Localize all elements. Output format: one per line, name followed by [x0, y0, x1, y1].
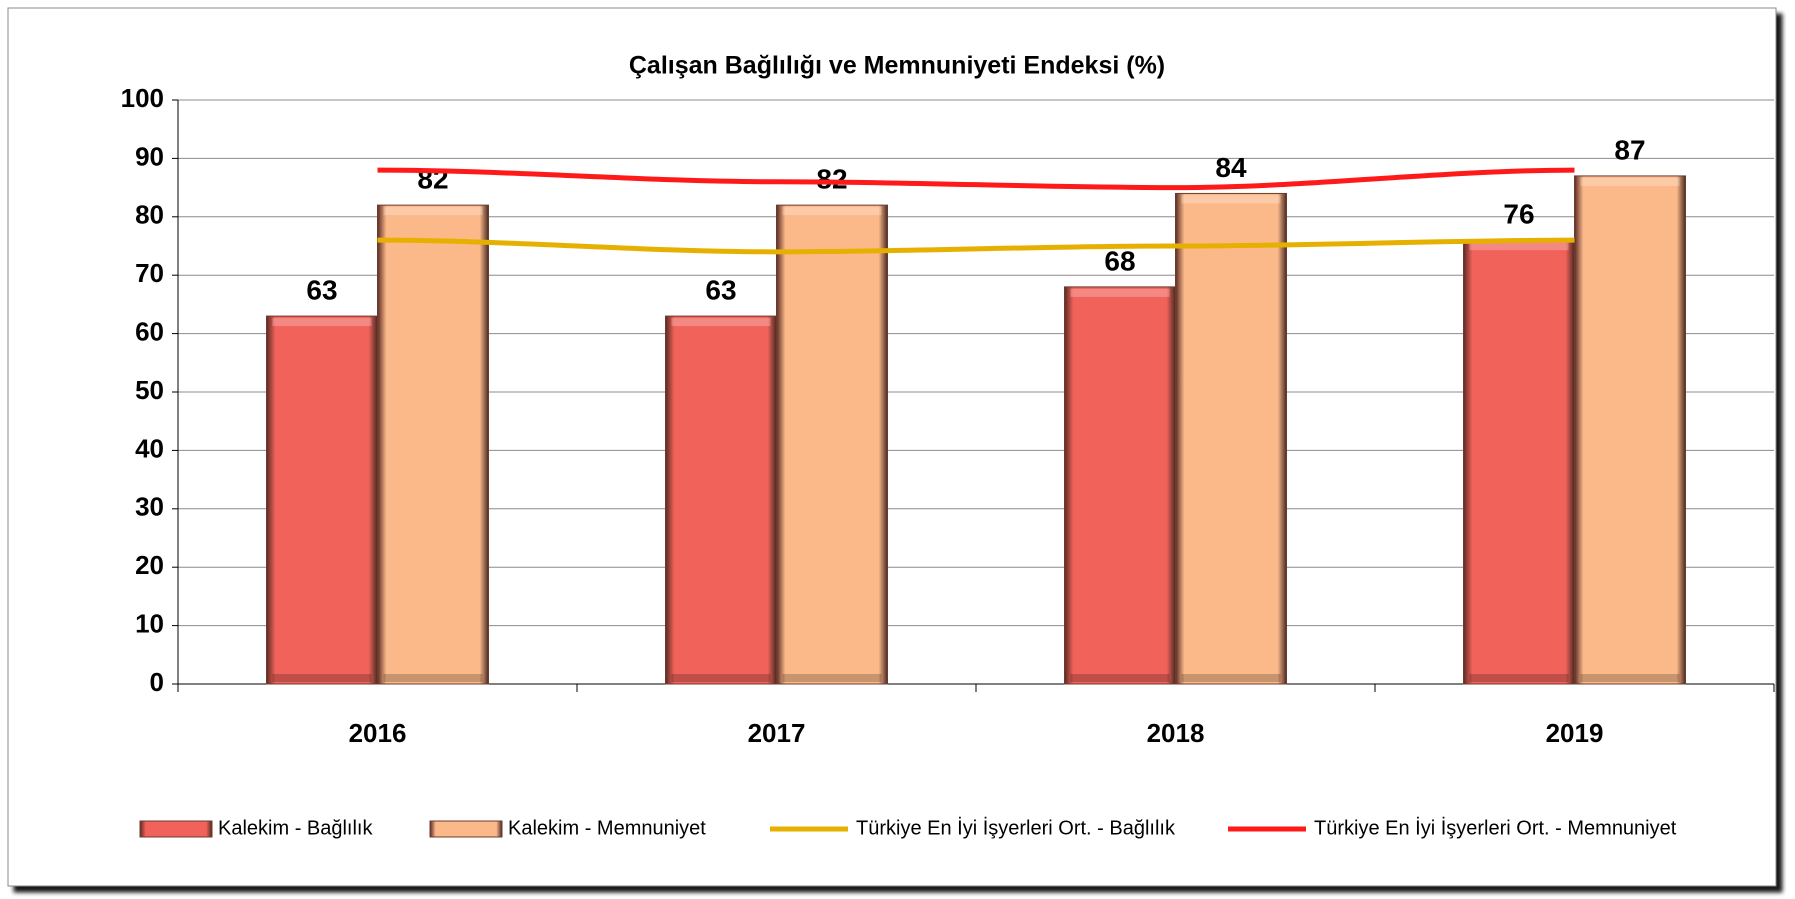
legend-swatch [429, 820, 503, 838]
legend-swatch [139, 820, 213, 838]
bar [266, 315, 378, 685]
data-label: 84 [1215, 152, 1247, 183]
data-label: 87 [1614, 134, 1645, 165]
x-tick-label: 2018 [1147, 718, 1205, 748]
bar-bevel [272, 318, 372, 327]
legend-label: Türkiye En İyi İşyerleri Ort. - Memnuniy… [1314, 816, 1677, 839]
bar [665, 315, 777, 685]
bar [1175, 192, 1287, 685]
y-tick-label: 70 [135, 258, 164, 288]
bar-bevel [782, 207, 882, 216]
bar-bevel [272, 674, 372, 682]
y-tick-label: 0 [150, 667, 164, 697]
bar-bevel [1580, 674, 1680, 682]
y-tick-label: 90 [135, 141, 164, 171]
bar-bevel [383, 674, 483, 682]
y-tick-label: 80 [135, 200, 164, 230]
bar-bevel [383, 207, 483, 216]
bar [1064, 286, 1176, 685]
y-tick-label: 10 [135, 608, 164, 638]
bar [1463, 239, 1575, 685]
bar [776, 204, 888, 685]
bar-bevel [1469, 242, 1569, 251]
legend-label: Kalekim - Bağlılık [218, 817, 373, 839]
x-tick-label: 2016 [349, 718, 407, 748]
bar-bevel [1181, 195, 1281, 204]
bar [377, 204, 489, 685]
chart-title: Çalışan Bağlılığı ve Memnuniyeti Endeksi… [629, 52, 1165, 80]
data-label: 63 [705, 274, 736, 305]
bar-bevel [1181, 674, 1281, 682]
bar-bevel [1070, 288, 1170, 297]
legend-label: Türkiye En İyi İşyerleri Ort. - Bağlılık [856, 816, 1176, 839]
legend-label: Kalekim - Memnuniyet [508, 817, 706, 839]
y-tick-label: 20 [135, 550, 164, 580]
y-tick-label: 30 [135, 492, 164, 522]
y-tick-label: 60 [135, 316, 164, 346]
line [377, 237, 1575, 255]
x-tick-label: 2019 [1546, 718, 1604, 748]
data-label: 76 [1503, 199, 1534, 230]
y-tick-label: 40 [135, 433, 164, 463]
bar [1574, 175, 1686, 685]
data-label: 68 [1104, 245, 1135, 276]
bar-bevel [1580, 177, 1680, 186]
bar-bevel [1469, 674, 1569, 682]
bar-bevel [671, 674, 771, 682]
y-tick-label: 100 [121, 83, 164, 113]
bar-bevel [1070, 674, 1170, 682]
y-tick-label: 50 [135, 375, 164, 405]
data-label: 82 [816, 164, 847, 195]
bar-bevel [782, 674, 882, 682]
line [377, 167, 1575, 191]
x-tick-label: 2017 [748, 718, 806, 748]
data-label: 63 [306, 274, 337, 305]
bar-bevel [671, 318, 771, 327]
